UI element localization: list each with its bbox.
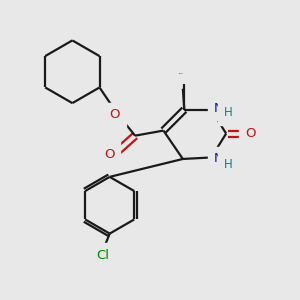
Text: O: O <box>245 127 255 140</box>
Text: H: H <box>224 106 233 119</box>
Text: methyl: methyl <box>179 72 184 74</box>
Text: O: O <box>104 148 115 161</box>
Text: H: H <box>224 158 233 170</box>
Text: N: N <box>214 102 224 115</box>
Text: O: O <box>110 108 120 121</box>
Text: Cl: Cl <box>97 249 110 262</box>
Text: N: N <box>214 152 224 166</box>
